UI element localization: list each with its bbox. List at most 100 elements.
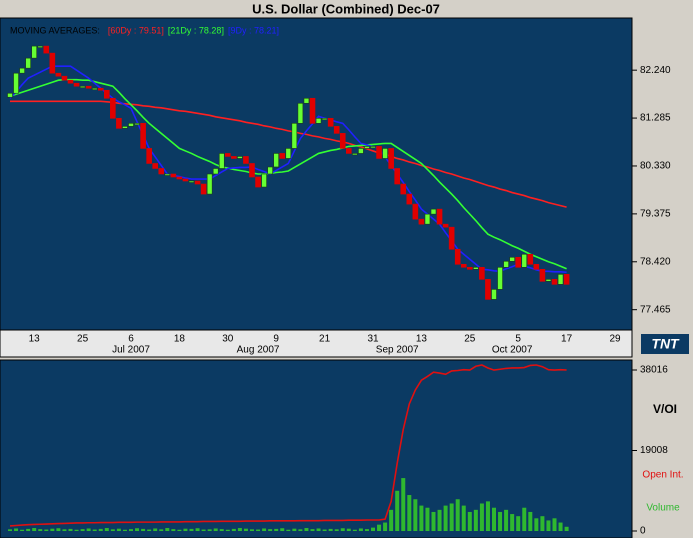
volume-bar (207, 529, 212, 532)
candle (315, 118, 322, 124)
candle (436, 208, 443, 225)
candle (188, 180, 195, 183)
moving-average (9, 78, 567, 270)
candle (152, 163, 158, 169)
candle (25, 57, 31, 69)
volume-bar (86, 528, 91, 532)
candle (497, 266, 503, 290)
volume-bar (461, 505, 466, 532)
candle (503, 260, 509, 268)
candle (321, 118, 328, 121)
volume-bar (280, 528, 285, 532)
volume-bar (50, 528, 55, 532)
candle (49, 52, 56, 74)
candle (73, 82, 80, 87)
candle (303, 97, 310, 104)
candle (279, 153, 286, 159)
volume-bar (159, 529, 164, 532)
volume-bar (322, 529, 327, 532)
candle (515, 256, 522, 268)
x-tick-label: 13 (416, 334, 428, 345)
candle (297, 102, 304, 124)
candle (13, 72, 19, 94)
x-month-label: Sep 2007 (376, 345, 419, 356)
candle (521, 253, 528, 268)
candle (104, 89, 110, 99)
legend-title: MOVING AVERAGES: (10, 25, 100, 35)
volume-bar (189, 528, 194, 532)
candle (176, 176, 183, 180)
candle (382, 148, 388, 159)
candle (454, 248, 461, 265)
x-month-label: Aug 2007 (237, 345, 280, 356)
y-tick-label: 19008 (640, 445, 668, 456)
candle (231, 156, 237, 159)
logo-box (641, 334, 689, 354)
volume-bar (546, 520, 551, 532)
candle (358, 148, 364, 154)
volume-bar (286, 529, 291, 532)
volume-bar (334, 529, 339, 532)
volume-bar (564, 526, 569, 532)
volume-bar (431, 511, 436, 532)
moving-average (10, 100, 567, 208)
volume-bar (213, 528, 218, 532)
candle (249, 163, 255, 178)
candle (388, 148, 394, 169)
volume-bar (32, 528, 37, 532)
y-tick-label: 78.420 (640, 256, 671, 267)
x-tick-label: 13 (29, 334, 41, 345)
volume-bar (352, 529, 357, 532)
open-interest-line (9, 364, 567, 527)
volume-bar (364, 529, 369, 532)
volume-bar (540, 516, 545, 532)
candle (406, 193, 413, 205)
volume-bar (98, 528, 103, 532)
candle (291, 123, 298, 149)
volume-bar (479, 503, 484, 532)
candle (370, 146, 376, 149)
logo: TNT (641, 334, 689, 354)
candle (61, 75, 68, 81)
volume-bar (340, 528, 345, 532)
candle (479, 266, 485, 280)
candle (466, 266, 473, 270)
candle (273, 153, 280, 168)
candle (67, 79, 74, 84)
candle (97, 87, 104, 91)
volume-bar (256, 529, 261, 532)
candle (243, 156, 249, 164)
volume-bar (62, 529, 67, 532)
candle (345, 148, 352, 154)
logo-text: TNT (651, 336, 680, 352)
volume-bar (110, 529, 115, 532)
volume-bar (243, 528, 248, 532)
volume-bar (310, 529, 315, 532)
volume-bar (56, 528, 61, 532)
x-tick-label: 30 (222, 334, 234, 345)
volume-bar (401, 478, 406, 532)
x-month-label: Oct 2007 (492, 345, 533, 356)
candle (563, 274, 570, 285)
x-axis-strip (0, 329, 633, 358)
x-tick-label: 18 (174, 334, 186, 345)
candle (394, 168, 401, 185)
volume-bar (237, 528, 242, 532)
volume-bar (292, 528, 297, 532)
volume-bar (534, 518, 539, 532)
candle (128, 123, 134, 127)
candle (430, 208, 437, 215)
legend-entry: [21Dy : 78.28] (168, 25, 224, 35)
x-tick-label: 17 (561, 334, 573, 345)
x-tick-label: 25 (77, 334, 89, 345)
candle (116, 118, 122, 129)
y-tick-label: 82.240 (640, 65, 671, 76)
volume-bar (346, 528, 351, 532)
candle (424, 213, 431, 225)
legend-entry: Volume (646, 503, 680, 514)
volume-bar (371, 527, 375, 532)
volume-bar (558, 522, 563, 532)
y-tick-label: 0 (640, 526, 646, 537)
volume-bar (20, 529, 25, 532)
candle (364, 146, 370, 149)
